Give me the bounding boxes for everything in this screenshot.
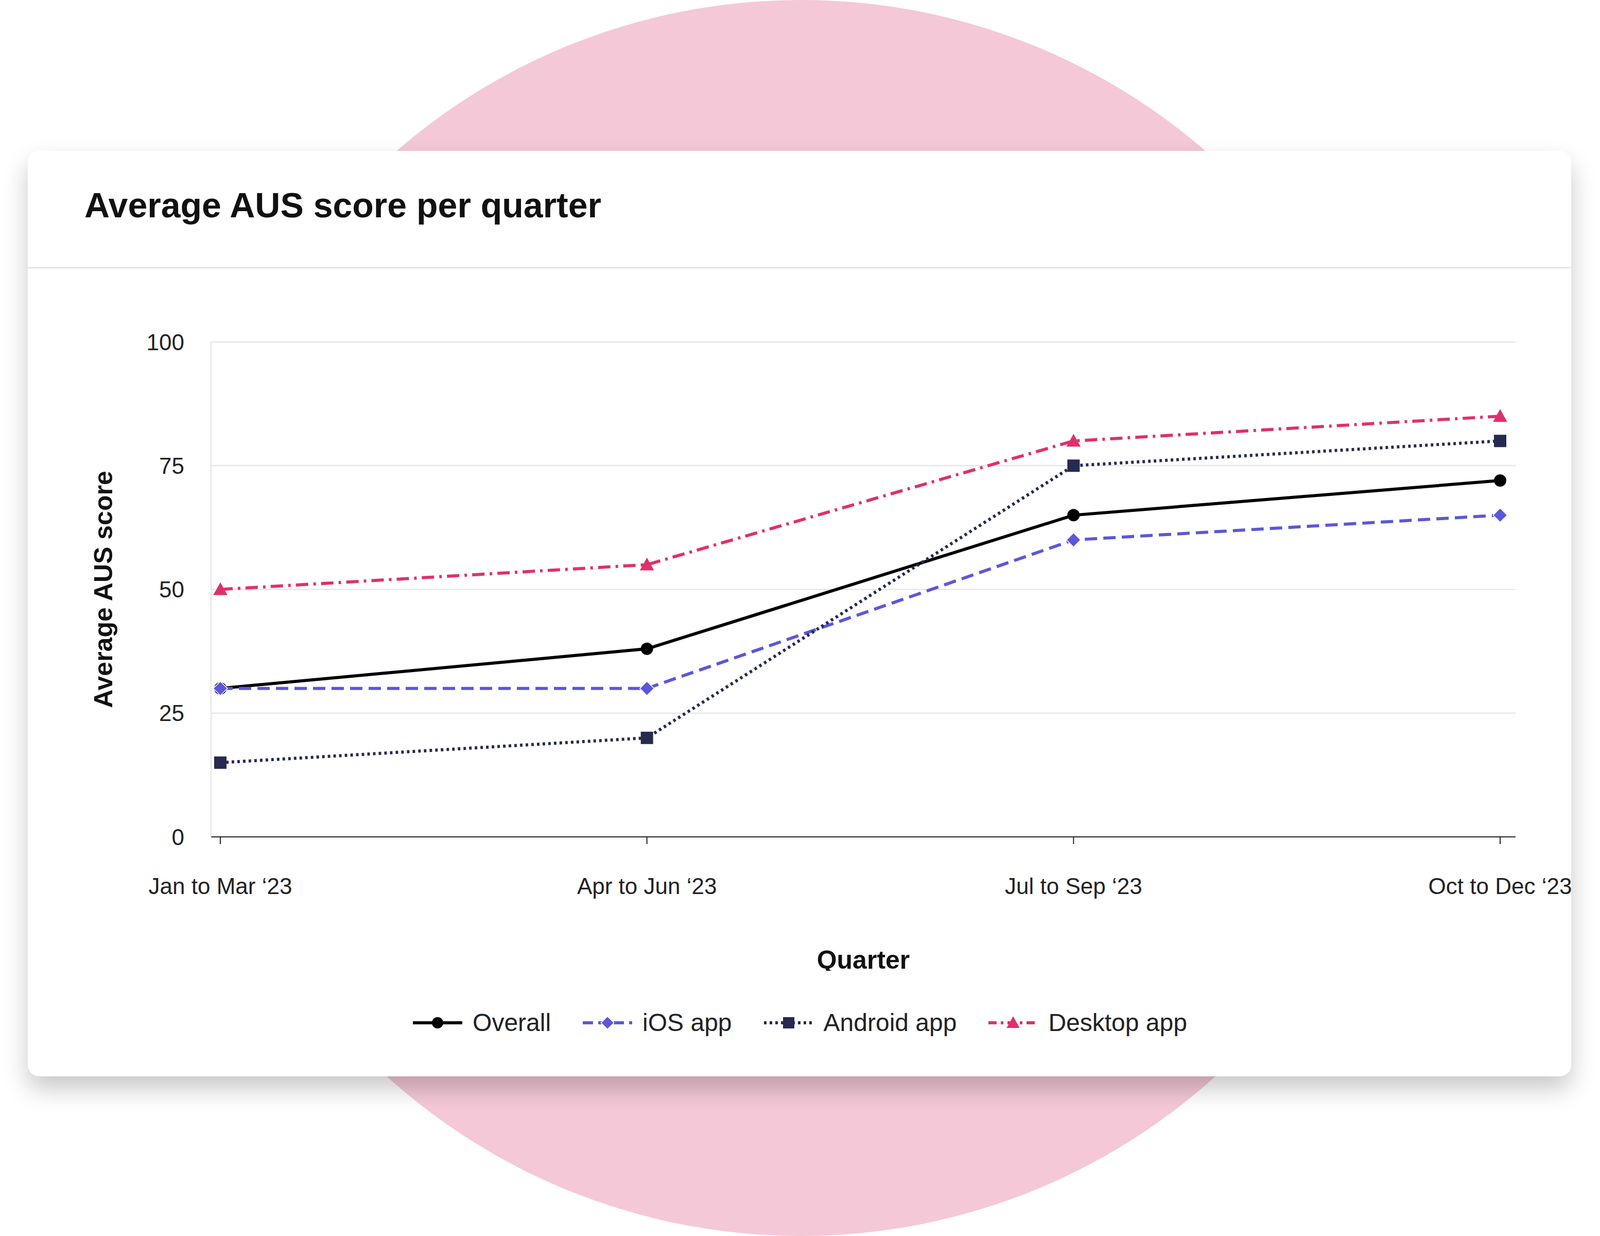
svg-text:Quarter: Quarter <box>816 945 911 971</box>
html-text:Android app: Android app <box>823 1008 957 1036</box>
svg-text:0: 0 <box>171 824 185 850</box>
html-text:Desktop app: Desktop app <box>1048 1008 1188 1036</box>
svg-text:Oct to Dec ‘23: Oct to Dec ‘23 <box>1428 873 1572 899</box>
svg-text:75: 75 <box>159 453 185 479</box>
svg-text:Jul to Sep ‘23: Jul to Sep ‘23 <box>1004 873 1143 899</box>
html-text:Overall: Overall <box>472 1008 551 1036</box>
svg-text:100: 100 <box>146 329 185 355</box>
svg-text:25: 25 <box>159 700 185 726</box>
svg-text:50: 50 <box>159 576 185 602</box>
svg-text:Jan to Mar ‘23: Jan to Mar ‘23 <box>148 873 293 899</box>
html-text:Average AUS score per quarter: Average AUS score per quarter <box>84 185 602 225</box>
html-text:iOS app: iOS app <box>642 1008 732 1036</box>
svg-text:Apr to Jun ‘23: Apr to Jun ‘23 <box>577 873 718 899</box>
svg-text:Average AUS score: Average AUS score <box>89 470 118 708</box>
